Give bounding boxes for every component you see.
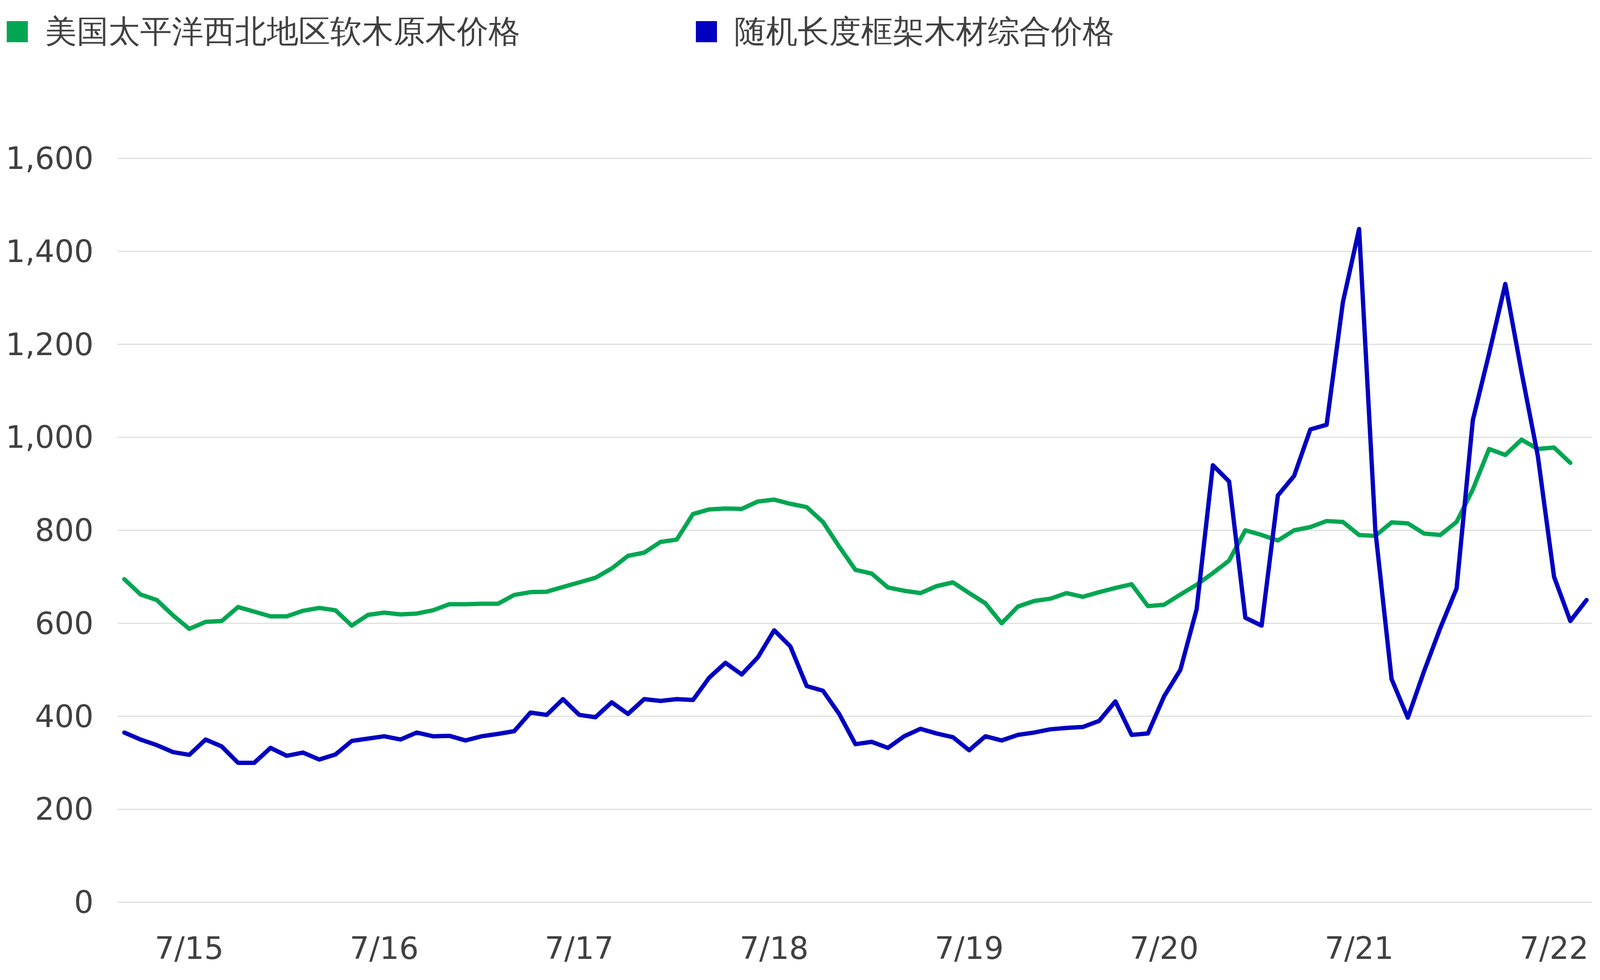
legend-label: 美国太平洋西北地区软木原木价格 bbox=[45, 12, 521, 50]
x-tick-label: 7/16 bbox=[349, 930, 419, 967]
legend-label: 随机长度框架木材综合价格 bbox=[734, 12, 1115, 50]
grid-line bbox=[117, 716, 1592, 717]
grid-line bbox=[117, 344, 1592, 346]
y-tick-label: 0 bbox=[73, 884, 94, 920]
x-tick-label: 7/19 bbox=[934, 930, 1004, 967]
x-tick-label: 7/15 bbox=[155, 930, 225, 967]
x-tick-label: 7/22 bbox=[1519, 930, 1589, 967]
x-tick-label: 7/18 bbox=[739, 930, 809, 967]
x-tick-label: 7/17 bbox=[544, 930, 614, 967]
y-tick-label: 1,400 bbox=[5, 233, 94, 270]
y-tick-label: 400 bbox=[35, 698, 94, 735]
grid-line bbox=[117, 250, 1592, 252]
chart: 0 200 400 600 800 1,000 1,200 1,400 1,600 7/15 7/1… bbox=[0, 0, 1600, 980]
legend-swatch bbox=[6, 21, 28, 43]
plot-area bbox=[124, 228, 1587, 763]
y-tick-label: 600 bbox=[35, 605, 94, 642]
y-tick-label: 200 bbox=[35, 791, 94, 827]
grid-line bbox=[117, 901, 1592, 903]
x-tick-label: 7/21 bbox=[1324, 930, 1394, 967]
grid-line bbox=[117, 808, 1592, 810]
legend-swatch bbox=[695, 21, 717, 43]
y-tick-label: 800 bbox=[35, 512, 94, 549]
grid-line bbox=[117, 157, 1592, 159]
grid-line bbox=[117, 622, 1592, 624]
grid-line bbox=[117, 529, 1592, 531]
series-line bbox=[124, 228, 1587, 763]
y-tick-label: 1,000 bbox=[5, 419, 94, 455]
y-tick-label: 1,200 bbox=[5, 326, 94, 363]
series-line bbox=[124, 439, 1571, 629]
y-tick-label: 1,600 bbox=[5, 140, 94, 177]
x-tick-label: 7/20 bbox=[1129, 930, 1199, 967]
